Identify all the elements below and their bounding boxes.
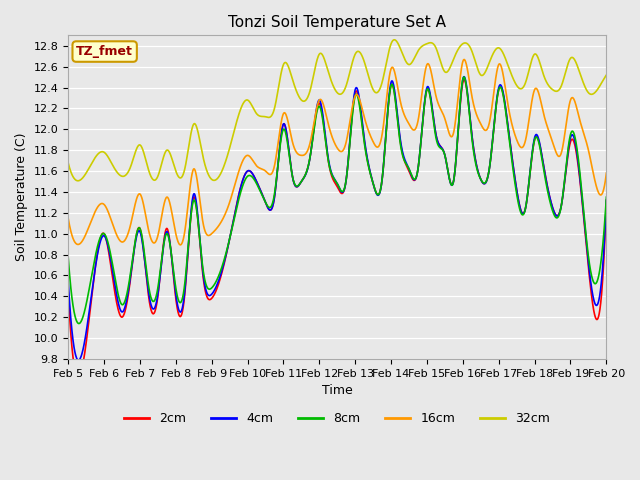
8cm [460, 74, 468, 80]
4cm [74, 357, 82, 363]
8cm [92, 251, 100, 256]
Y-axis label: Soil Temperature (C): Soil Temperature (C) [15, 133, 28, 262]
4cm [460, 74, 468, 80]
Line: 32cm: 32cm [68, 40, 606, 181]
32cm [312, 62, 320, 68]
Legend: 2cm, 4cm, 8cm, 16cm, 32cm: 2cm, 4cm, 8cm, 16cm, 32cm [119, 407, 556, 430]
2cm [74, 375, 82, 381]
2cm [602, 197, 610, 203]
2cm [326, 168, 334, 173]
Line: 8cm: 8cm [68, 77, 606, 324]
8cm [587, 270, 595, 276]
8cm [75, 321, 83, 326]
4cm [312, 110, 320, 116]
32cm [326, 75, 334, 81]
16cm [588, 161, 595, 167]
8cm [588, 272, 595, 277]
Text: TZ_fmet: TZ_fmet [76, 45, 133, 58]
Line: 16cm: 16cm [68, 60, 606, 245]
4cm [64, 278, 72, 284]
8cm [489, 139, 497, 144]
4cm [489, 138, 497, 144]
4cm [92, 261, 100, 267]
8cm [326, 167, 334, 172]
8cm [312, 114, 320, 120]
16cm [177, 242, 184, 248]
16cm [587, 159, 595, 165]
2cm [587, 288, 595, 294]
32cm [390, 37, 398, 43]
2cm [588, 291, 595, 297]
X-axis label: Time: Time [322, 384, 353, 397]
Title: Tonzi Soil Temperature Set A: Tonzi Soil Temperature Set A [228, 15, 446, 30]
32cm [92, 154, 100, 159]
4cm [588, 283, 595, 289]
32cm [489, 52, 497, 58]
4cm [326, 165, 334, 171]
Line: 4cm: 4cm [68, 77, 606, 360]
32cm [602, 72, 610, 78]
2cm [312, 112, 320, 118]
8cm [602, 194, 610, 200]
2cm [489, 139, 497, 144]
16cm [64, 215, 72, 221]
16cm [489, 100, 497, 106]
2cm [64, 288, 72, 294]
32cm [64, 160, 72, 166]
4cm [587, 281, 595, 287]
2cm [92, 260, 100, 266]
2cm [460, 77, 468, 83]
16cm [460, 57, 468, 62]
32cm [587, 91, 595, 97]
32cm [588, 92, 595, 97]
16cm [92, 208, 99, 214]
4cm [602, 197, 610, 203]
Line: 2cm: 2cm [68, 80, 606, 378]
16cm [326, 128, 334, 134]
16cm [602, 170, 610, 176]
8cm [64, 254, 72, 260]
16cm [312, 109, 320, 115]
32cm [74, 178, 82, 184]
